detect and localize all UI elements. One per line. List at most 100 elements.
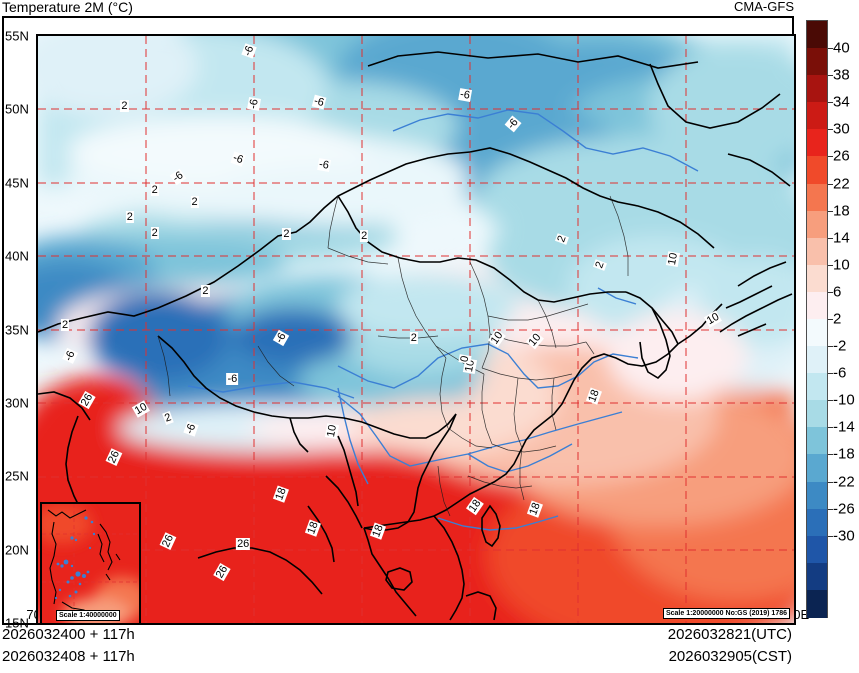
rivers-layer xyxy=(187,109,699,531)
contour-label: 2 xyxy=(190,195,199,208)
colorbar-tick-18: 18 xyxy=(833,202,850,220)
colorbar-band xyxy=(807,373,827,401)
colorbar-band xyxy=(807,291,827,320)
footer-init-time-utc: 2026032400 + 117h xyxy=(2,626,135,643)
colorbar-band xyxy=(807,562,827,591)
contour-label: 2 xyxy=(360,229,369,242)
y-tick-20N: 20N xyxy=(5,542,29,558)
colorbar-tick-38: 38 xyxy=(833,66,850,84)
footer-valid-time-utc: 2026032821(UTC) xyxy=(667,626,792,643)
colorbar-band xyxy=(807,481,827,510)
contour-label: 2 xyxy=(282,228,291,241)
contour-label: 26 xyxy=(236,537,251,550)
colorbar-tick-mark xyxy=(828,481,833,483)
colorbar-tick-mark xyxy=(828,183,833,185)
colorbar-band xyxy=(807,48,827,76)
colorbar-tick-mark xyxy=(828,129,833,131)
colorbar-tick-26: 26 xyxy=(833,147,850,165)
contour-label: -6 xyxy=(247,96,261,111)
colorbar-band xyxy=(807,237,827,266)
colorbar-tick-mark xyxy=(828,237,833,239)
colorbar-tick-mark xyxy=(828,319,833,320)
colorbar-tick-mark xyxy=(828,346,833,348)
colorbar-band xyxy=(807,427,827,456)
colorbar-tick-mark xyxy=(828,291,833,293)
y-axis-labels: 55N 50N 45N 40N 35N 30N 25N 20N 15N xyxy=(4,29,34,631)
colorbar-tick-neg30: -30 xyxy=(833,527,855,545)
temperature-field-svg xyxy=(38,36,794,623)
inset-scale-label: Scale 1:40000000 xyxy=(56,610,120,621)
colorbar-tick-mark xyxy=(828,156,833,158)
colorbar-band xyxy=(807,21,827,49)
contour-label: 2 xyxy=(150,226,159,239)
colorbar-band xyxy=(807,129,827,158)
contour-label: 2 xyxy=(60,319,70,332)
colorbar-band xyxy=(807,589,827,618)
colorbar-tick-mark xyxy=(828,48,833,50)
model-label: CMA-GFS xyxy=(734,0,794,14)
contour-label: 10 xyxy=(324,422,339,439)
contour-label: -6 xyxy=(317,158,332,173)
inset-map-south-china-sea: Scale 1:40000000 xyxy=(40,502,141,623)
colorbar-band xyxy=(807,210,827,239)
map-plot-area[interactable]: -6 2 -6 -6 -6 -6 -6 -6 -6 2 2 2 2 2 2 2 2 10 2 10 2 -6 2 10 10 -6… xyxy=(36,34,796,625)
colorbar-band xyxy=(807,183,827,212)
colorbar-tick-2: 2 xyxy=(833,310,842,328)
contour-label: -6 xyxy=(457,87,472,102)
colorbar-tick-neg14: -14 xyxy=(833,418,855,436)
y-tick-15N: 15N xyxy=(5,615,29,631)
colorbar-tick-6: 6 xyxy=(833,283,842,301)
colorbar-tick-mark xyxy=(828,535,833,537)
footer-valid-time-cst: 2026032905(CST) xyxy=(668,648,792,665)
y-tick-55N: 55N xyxy=(5,28,29,44)
colorbar-band xyxy=(807,508,827,537)
y-tick-30N: 30N xyxy=(5,395,29,411)
colorbar[interactable]: 40 38 34 30 26 22 18 14 10 6 2 -2 -6 -10 -14 -18 -22 -26 -… xyxy=(806,20,859,620)
footer: 2026032400 + 117h 2026032408 + 117h 2026… xyxy=(0,626,794,672)
colorbar-tick-30: 30 xyxy=(833,120,850,138)
graticule xyxy=(38,36,794,623)
colorbar-tick-mark xyxy=(828,373,833,375)
colorbar-tick-mark xyxy=(828,400,833,402)
colorbar-tick-neg6: -6 xyxy=(833,364,847,382)
colorbar-ticks: 40 38 34 30 26 22 18 14 10 6 2 -2 -6 -10 -14 -18 -22 -26 -… xyxy=(828,20,859,618)
contour-label: 2 xyxy=(120,100,129,113)
colorbar-tick-neg18: -18 xyxy=(833,445,855,463)
colorbar-band xyxy=(807,535,827,564)
y-tick-40N: 40N xyxy=(5,248,29,264)
y-tick-35N: 35N xyxy=(5,322,29,337)
colorbar-tick-10: 10 xyxy=(833,256,850,274)
colorbar-tick-mark xyxy=(828,75,833,77)
colorbar-gradient xyxy=(806,20,828,618)
colorbar-tick-neg10: -10 xyxy=(833,391,855,409)
province-boundaries xyxy=(157,195,629,517)
colorbar-tick-neg22: -22 xyxy=(833,473,855,491)
colorbar-tick-22: 22 xyxy=(833,175,850,193)
colorbar-band xyxy=(807,102,827,130)
colorbar-tick-mark xyxy=(828,102,833,104)
contour-label: 2 xyxy=(150,184,159,197)
colorbar-band xyxy=(807,156,827,185)
footer-init-time-cst: 2026032408 + 117h xyxy=(2,648,135,665)
colorbar-band xyxy=(807,346,827,374)
map-canvas: -6 2 -6 -6 -6 -6 -6 -6 -6 2 2 2 2 2 2 2 2 10 2 10 2 -6 2 10 10 -6… xyxy=(38,36,794,623)
colorbar-tick-34: 34 xyxy=(833,93,850,111)
y-tick-50N: 50N xyxy=(5,101,29,117)
colorbar-tick-mark xyxy=(828,210,833,212)
colorbar-tick-neg2: -2 xyxy=(833,337,847,355)
colorbar-tick-neg26: -26 xyxy=(833,500,855,518)
contour-label: 2 xyxy=(125,210,134,223)
colorbar-band xyxy=(807,75,827,103)
contour-label: 10 xyxy=(665,250,681,268)
contour-label: -6 xyxy=(226,373,239,386)
y-tick-45N: 45N xyxy=(5,175,29,191)
main-scale-label: Scale 1:20000000 No:GS (2019) 1786 xyxy=(662,608,790,619)
colorbar-band xyxy=(807,264,827,293)
contour-label: 0 xyxy=(457,353,472,364)
colorbar-band xyxy=(807,319,827,347)
colorbar-tick-mark xyxy=(828,264,833,266)
colorbar-band xyxy=(807,454,827,483)
y-tick-25N: 25N xyxy=(5,468,29,484)
colorbar-tick-mark xyxy=(828,427,833,429)
